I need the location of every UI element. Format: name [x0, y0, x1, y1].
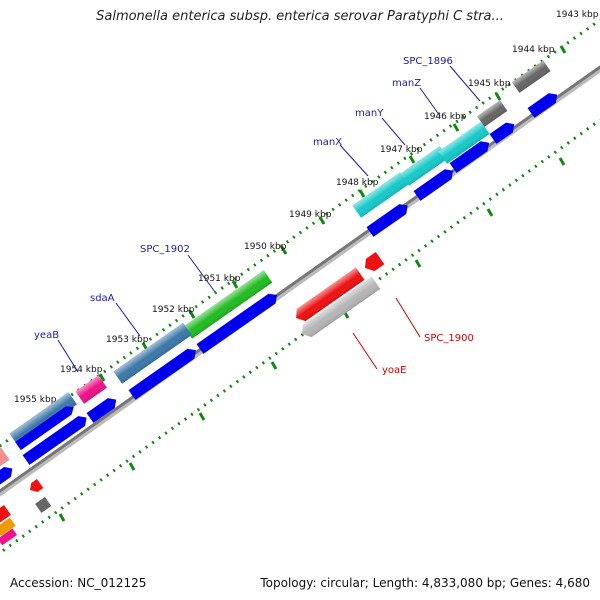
cds-arrow[interactable]: [366, 201, 412, 237]
scale-label-1949: 1949 kbp: [289, 210, 332, 220]
cds-arrow[interactable]: [489, 119, 518, 144]
cds-arrow[interactable]: [196, 290, 281, 354]
gene-block[interactable]: [27, 479, 44, 495]
scale-label-1950: 1950 kbp: [244, 242, 287, 252]
gene-label-SPC_1896[interactable]: SPC_1896: [403, 56, 453, 67]
inner-scale-ring: [0, 118, 600, 555]
forward-leader-lines: [57, 65, 481, 373]
gene-block[interactable]: [0, 517, 16, 537]
gene-label-SPC_1900[interactable]: SPC_1900: [424, 333, 474, 344]
genome-summary-text: Topology: circular; Length: 4,833,080 bp…: [260, 576, 590, 590]
scale-label-1945: 1945 kbp: [468, 79, 511, 89]
gene-label-yoaE[interactable]: yoaE: [382, 365, 406, 376]
backbone: [0, 65, 600, 493]
forward-feature-track: [0, 60, 551, 468]
cds-arrow[interactable]: [527, 90, 561, 118]
inner-ticks: [58, 157, 566, 522]
scale-label-1955: 1955 kbp: [14, 395, 57, 405]
forward-cds-track: [0, 90, 561, 485]
gene-label-SPC_1902[interactable]: SPC_1902: [140, 244, 190, 255]
gene-block[interactable]: [0, 528, 18, 546]
scale-label-1953: 1953 kbp: [106, 335, 149, 345]
cds-arrow[interactable]: [15, 403, 76, 451]
gene-label-manX[interactable]: manX: [313, 137, 342, 148]
scale-label-1943: 1943 kbp: [556, 10, 599, 20]
scale-label-1944: 1944 kbp: [512, 45, 555, 55]
cds-arrow[interactable]: [449, 138, 493, 173]
outer-ticks: [44, 45, 567, 418]
reverse-feature-track: [0, 251, 385, 546]
gene-block[interactable]: [361, 251, 385, 275]
gene-label-manY[interactable]: manY: [355, 108, 384, 119]
gene-block[interactable]: [35, 497, 52, 513]
gene-label-sdaA[interactable]: sdaA: [90, 293, 115, 304]
scale-label-1951: 1951 kbp: [198, 274, 241, 284]
gene-label-manZ[interactable]: manZ: [392, 78, 421, 89]
scale-label-1948: 1948 kbp: [336, 178, 379, 188]
cds-arrow[interactable]: [413, 166, 457, 201]
backbone-shadow: [0, 65, 600, 497]
scale-label-1946: 1946 kbp: [424, 112, 467, 122]
cds-arrow[interactable]: [0, 464, 16, 485]
cds-arrow[interactable]: [22, 413, 91, 465]
accession-text: Accession: NC_012125: [10, 576, 147, 590]
scale-label-1954: 1954 kbp: [60, 365, 103, 375]
cds-arrow[interactable]: [86, 395, 120, 423]
cds-arrow[interactable]: [128, 345, 200, 400]
gene-label-yeaB[interactable]: yeaB: [34, 330, 59, 341]
gene-block[interactable]: [0, 505, 11, 523]
scale-label-1947: 1947 kbp: [380, 145, 423, 155]
gene-block[interactable]: [0, 447, 10, 468]
map-title: Salmonella enterica subsp. enterica sero…: [96, 9, 504, 24]
scale-label-1952: 1952 kbp: [152, 305, 195, 315]
reverse-leader-lines: [352, 297, 421, 370]
